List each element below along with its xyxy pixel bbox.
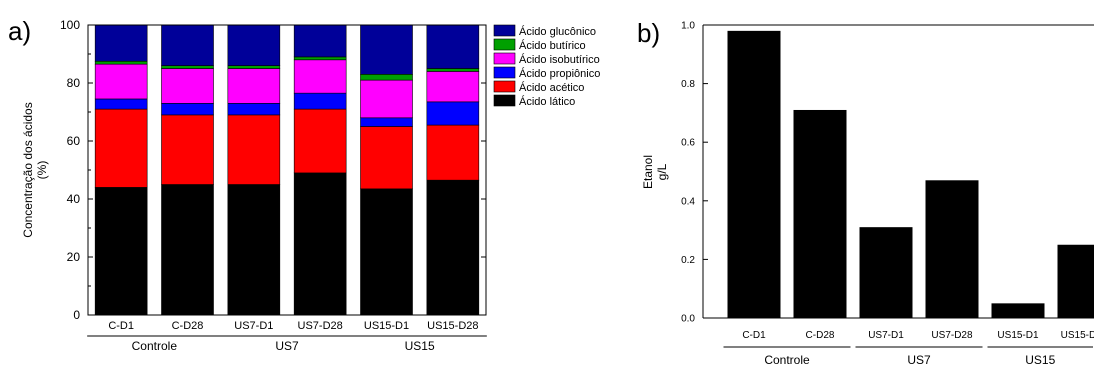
legend-label-acido-butirico: Ácido butírico — [519, 39, 586, 52]
y-tick-label: 100 — [60, 18, 80, 32]
bar-c-d28-acido-acetico — [162, 115, 214, 185]
legend-swatch-acido-acetico — [494, 81, 515, 92]
x-tick-label: US7-D1 — [868, 330, 904, 341]
panel-b: b) Etanol g/L 0.0 0.2 0.4 0.6 0.8 1.0 C-D1 C-D2… — [637, 18, 1094, 367]
group-label-controle: Controle — [132, 339, 178, 353]
x-tick-label: C-D1 — [742, 330, 766, 341]
x-tick-label: US7-D1 — [234, 320, 273, 332]
y-tick-label: 0.2 — [681, 255, 695, 266]
bar-c-d1-acido-gluconico — [95, 25, 147, 61]
bar-us7-d1-acido-latico — [228, 185, 280, 316]
x-tick-label: US7-D28 — [298, 320, 343, 332]
bar-us7-d1-acido-butirico — [228, 66, 280, 69]
panel-b-ylabel-line1: Etanol — [641, 155, 655, 189]
panel-b-label: b) — [637, 18, 660, 48]
bar-us15-d1-acido-propionico — [361, 118, 413, 127]
bar-us15-d28-acido-latico — [427, 180, 479, 315]
bar-us7-d1-acido-propionico — [228, 103, 280, 115]
y-tick-label: 0.4 — [681, 196, 695, 207]
x-tick-label: US15-D28 — [1061, 330, 1094, 341]
bar-us7-d28-acido-propionico — [294, 93, 346, 109]
legend-swatch-acido-propionico — [494, 67, 515, 78]
bar-c-d1 — [728, 31, 781, 318]
bar-us15-d1-acido-butirico — [361, 74, 413, 80]
bar-us15-d28-acido-acetico — [427, 125, 479, 180]
legend-label-acido-gluconico: Ácido glucônico — [519, 25, 596, 38]
y-tick-label: 1.0 — [681, 21, 695, 32]
bar-us15-d28 — [1058, 245, 1094, 318]
bar-c-d1-acido-latico — [95, 187, 147, 315]
bar-us7-d28 — [926, 180, 979, 318]
bar-us15-d28-acido-propionico — [427, 102, 479, 125]
panel-a-label: a) — [8, 16, 31, 46]
legend-label-acido-propionico: Ácido propiônico — [519, 67, 600, 80]
bar-us7-d1 — [860, 227, 913, 318]
bar-us15-d28-acido-isobutirico — [427, 71, 479, 101]
bar-c-d1-acido-propionico — [95, 99, 147, 109]
bar-us7-d28-acido-latico — [294, 173, 346, 315]
y-tick-label: 40 — [67, 192, 81, 206]
x-tick-label: C-D1 — [108, 320, 134, 332]
group-label-us7: US7 — [275, 339, 299, 353]
bar-c-d1-acido-acetico — [95, 109, 147, 187]
bar-c-d1-acido-butirico — [95, 61, 147, 64]
bar-us15-d28-acido-butirico — [427, 69, 479, 72]
y-tick-label: 80 — [67, 76, 81, 90]
bar-c-d28 — [794, 110, 847, 318]
y-tick-label: 20 — [67, 250, 81, 264]
bar-c-d28-acido-butirico — [162, 66, 214, 69]
bar-us15-d1-acido-latico — [361, 189, 413, 315]
group-label-controle: Controle — [764, 353, 810, 367]
legend-swatch-acido-latico — [494, 95, 515, 106]
group-label-us15: US15 — [1025, 353, 1055, 367]
panel-a-bars — [95, 25, 479, 315]
bar-us15-d1-acido-isobutirico — [361, 80, 413, 118]
panel-a-plot-frame — [88, 25, 486, 315]
panel-b-ylabel-line2: g/L — [655, 163, 669, 180]
panel-a-ylabel-line2: (%) — [35, 161, 49, 180]
x-tick-label: C-D28 — [806, 330, 835, 341]
x-tick-label: US15-D28 — [427, 320, 478, 332]
bar-c-d28-acido-isobutirico — [162, 69, 214, 104]
panel-b-bars — [728, 31, 1094, 318]
bar-us7-d28-acido-butirico — [294, 57, 346, 60]
y-tick-label: 0 — [73, 308, 80, 322]
y-tick-label: 0.8 — [681, 79, 695, 90]
y-tick-label: 0.0 — [681, 314, 695, 325]
y-tick-label: 0.6 — [681, 138, 695, 149]
panel-a: a) Concentração dos ácidos (%) 0 20 40 60 80… — [8, 16, 600, 353]
bar-c-d1-acido-isobutirico — [95, 64, 147, 99]
bar-c-d28-acido-propionico — [162, 103, 214, 115]
bar-us7-d1-acido-acetico — [228, 115, 280, 185]
legend-swatch-acido-gluconico — [494, 25, 515, 36]
bar-us7-d28-acido-acetico — [294, 109, 346, 173]
group-label-us7: US7 — [907, 353, 931, 367]
legend-label-acido-isobutirico: Ácido isobutírico — [519, 53, 600, 66]
bar-us7-d28-acido-isobutirico — [294, 60, 346, 93]
legend-swatch-acido-butirico — [494, 39, 515, 50]
bar-us15-d1-acido-acetico — [361, 127, 413, 189]
panel-a-ylabel-line1: Concentração dos ácidos — [21, 102, 35, 237]
bar-us15-d28-acido-gluconico — [427, 25, 479, 69]
bar-c-d28-acido-latico — [162, 185, 214, 316]
bar-us15-d1-acido-gluconico — [361, 25, 413, 74]
bar-us7-d1-acido-gluconico — [228, 25, 280, 66]
x-tick-label: US15-D1 — [364, 320, 409, 332]
group-label-us15: US15 — [405, 339, 435, 353]
y-tick-label: 60 — [67, 134, 81, 148]
x-tick-label: US7-D28 — [931, 330, 973, 341]
legend-swatch-acido-isobutirico — [494, 53, 515, 64]
x-tick-label: C-D28 — [172, 320, 204, 332]
bar-c-d28-acido-gluconico — [162, 25, 214, 66]
legend-label-acido-acetico: Ácido acético — [519, 81, 584, 94]
legend-label-acido-latico: Ácido lático — [519, 95, 575, 108]
bar-us7-d28-acido-gluconico — [294, 25, 346, 57]
bar-us7-d1-acido-isobutirico — [228, 69, 280, 104]
x-tick-label: US15-D1 — [997, 330, 1039, 341]
